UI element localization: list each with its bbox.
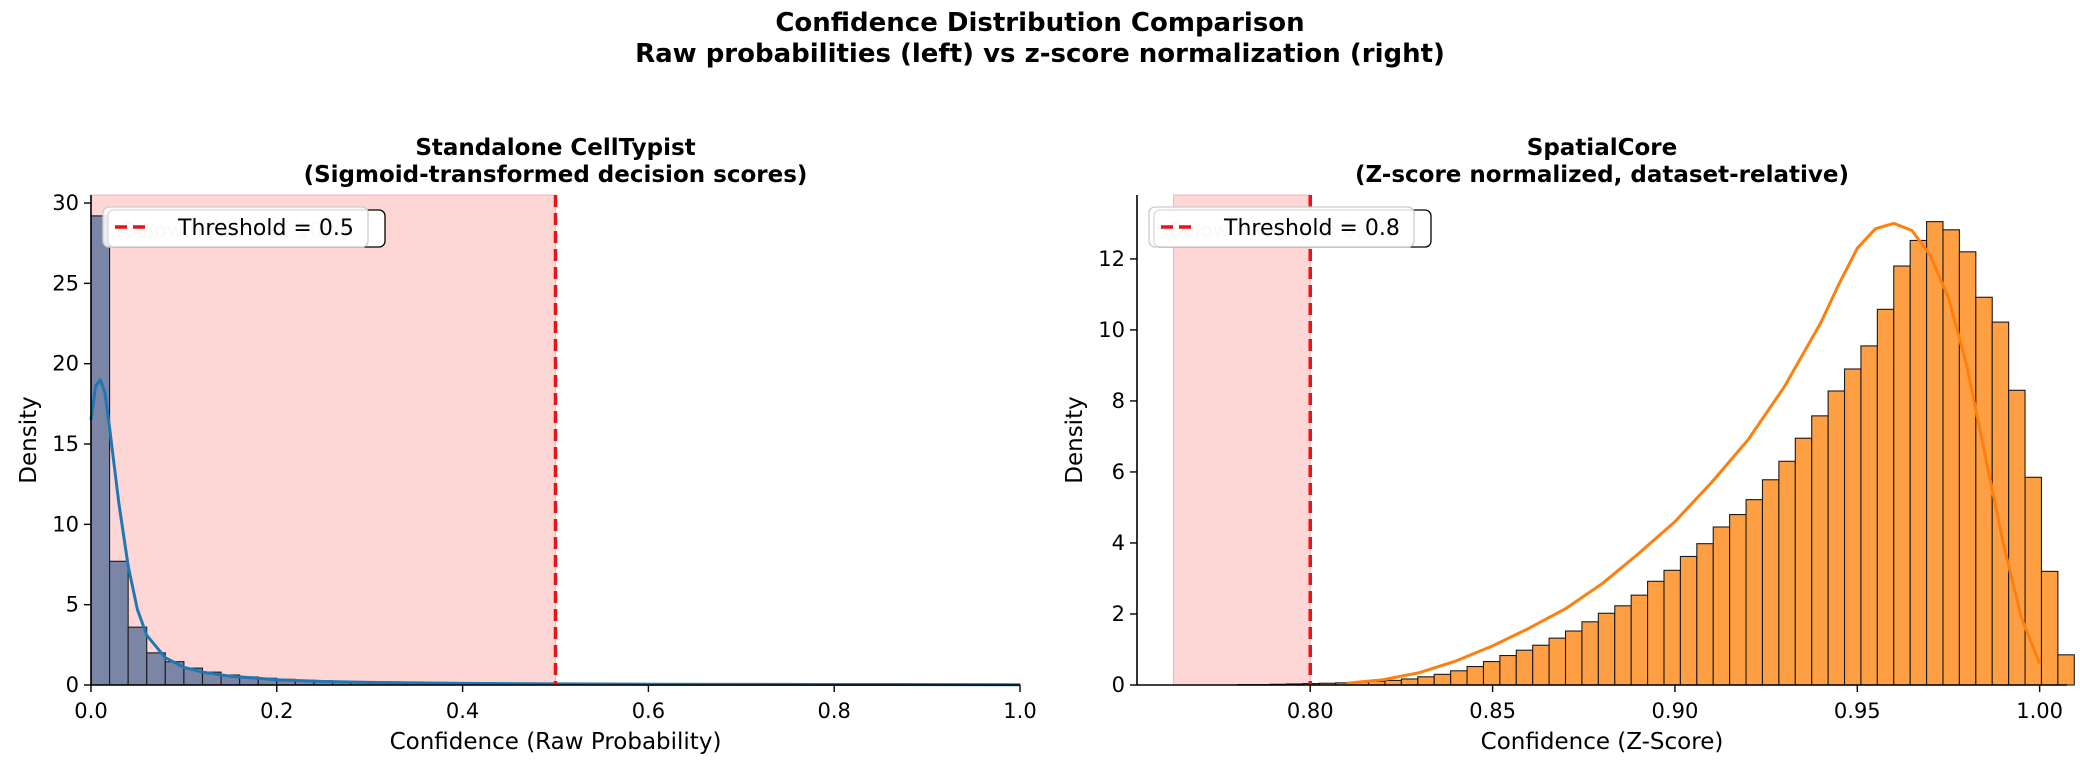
y-tick-label: 0 <box>66 673 79 697</box>
x-tick-label: 0.6 <box>632 699 665 723</box>
legend-box <box>1148 206 1415 248</box>
y-tick-label: 30 <box>52 191 79 215</box>
histogram-bar <box>1515 649 1534 686</box>
y-axis-label: Density <box>16 396 42 483</box>
y-axis-label: Density <box>1062 396 1088 483</box>
histogram-bar <box>1794 437 1813 686</box>
histogram-bar <box>127 626 148 686</box>
histogram-bar <box>1450 670 1468 686</box>
suptitle-line-2: Raw probabilities (left) vs z-score norm… <box>635 39 1445 69</box>
y-tick-label: 5 <box>66 593 79 617</box>
histogram-bar <box>1860 345 1878 686</box>
histogram-bar <box>1827 390 1846 686</box>
x-tick-label: 0.4 <box>446 699 479 723</box>
y-tick-label: 8 <box>1112 389 1125 413</box>
x-tick-label: 1.00 <box>2016 699 2063 723</box>
histogram-bar <box>1811 415 1829 686</box>
chart-title-line-2: (Z-score normalized, dataset-relative) <box>1355 162 1849 188</box>
histogram-bar <box>1417 676 1435 686</box>
histogram-bar <box>2057 654 2075 686</box>
histogram-bar <box>1433 673 1452 686</box>
kde-curve <box>1346 221 2041 685</box>
legend-label: Threshold = 0.5 <box>177 216 354 241</box>
legend-label: Threshold = 0.8 <box>1223 216 1400 241</box>
histogram-bar <box>146 652 166 686</box>
y-tick-label: 15 <box>52 432 79 456</box>
below-threshold-region <box>90 194 556 686</box>
right-chart-panel: 0.80 0.85 0.90 0.95 1.00 0 2 4 6 8 10 12 Confidence … <box>1062 135 2075 755</box>
x-axis-label: Confidence (Z-Score) <box>1481 729 1724 755</box>
histogram-bar <box>1400 678 1419 686</box>
histogram-bar <box>1942 229 1960 686</box>
histogram-bar <box>1499 654 1517 686</box>
histogram-bar <box>1630 594 1649 686</box>
histogram-bar <box>1532 644 1550 686</box>
left-chart-panel: 0.0 0.2 0.4 0.6 0.8 1.0 0 5 10 15 20 25 30 Confidence… <box>16 135 1037 755</box>
histogram-bar <box>1647 580 1665 686</box>
y-tick-label: 10 <box>1098 318 1125 342</box>
histogram-bar <box>1975 296 1993 686</box>
figure-suptitle: Confidence Distribution Comparison Raw p… <box>0 8 2080 70</box>
histogram-bar <box>1581 621 1599 686</box>
x-tick-label: 0.2 <box>260 699 293 723</box>
chart-title-line-1: SpatialCore <box>1527 135 1677 161</box>
below-threshold-region <box>1172 194 1311 686</box>
x-tick-label: 0.0 <box>74 699 107 723</box>
histogram-bar <box>1466 665 1485 686</box>
histogram-bar <box>1958 251 1977 686</box>
histogram-bar <box>1926 221 1944 686</box>
histogram-bar <box>1564 630 1583 686</box>
y-tick-label: 20 <box>52 352 79 376</box>
x-tick-label: 0.8 <box>817 699 850 723</box>
histogram-bar <box>2040 570 2059 686</box>
y-tick-label: 6 <box>1112 460 1125 484</box>
x-axis-label: Confidence (Raw Probability) <box>390 729 722 755</box>
histogram-bar <box>1729 514 1747 686</box>
histogram-bar <box>1893 265 1911 686</box>
suptitle-line-1: Confidence Distribution Comparison <box>775 8 1305 38</box>
histogram-bar <box>2024 476 2043 686</box>
y-tick-label: 0 <box>1112 673 1125 697</box>
histogram-bar <box>1663 569 1681 686</box>
y-tick-label: 2 <box>1112 602 1125 626</box>
histogram-bar <box>1679 555 1698 686</box>
kde-curve <box>89 378 1021 687</box>
histogram-bar <box>1597 612 1616 686</box>
histogram-bar <box>1909 239 1928 686</box>
histogram-bar <box>90 215 111 686</box>
legend-box <box>102 206 369 248</box>
chart-title-line-1: Standalone CellTypist <box>415 135 695 161</box>
histogram-bar <box>1876 308 1895 686</box>
y-tick-label: 12 <box>1098 247 1125 271</box>
x-tick-label: 0.80 <box>1287 699 1334 723</box>
chart-title-line-2: (Sigmoid-transformed decision scores) <box>304 162 808 188</box>
histogram-bar <box>2008 389 2026 686</box>
histogram-bar <box>1761 479 1780 686</box>
x-tick-label: 1.0 <box>1003 699 1036 723</box>
histogram-bar <box>1614 605 1632 686</box>
histogram-bar <box>1712 526 1731 686</box>
x-tick-label: 0.90 <box>1652 699 1699 723</box>
histogram-bar <box>1778 460 1796 686</box>
histogram-bar <box>1745 499 1764 686</box>
histogram-bar <box>109 560 129 686</box>
y-tick-label: 10 <box>52 512 79 536</box>
x-tick-label: 0.95 <box>1834 699 1881 723</box>
histogram-bar <box>1482 661 1501 686</box>
histogram-bar <box>1696 543 1714 686</box>
x-tick-label: 0.85 <box>1469 699 1516 723</box>
y-tick-label: 25 <box>52 271 79 295</box>
histogram-bar <box>1548 637 1567 686</box>
histogram-bar <box>1843 368 1862 686</box>
y-tick-label: 4 <box>1112 531 1125 555</box>
